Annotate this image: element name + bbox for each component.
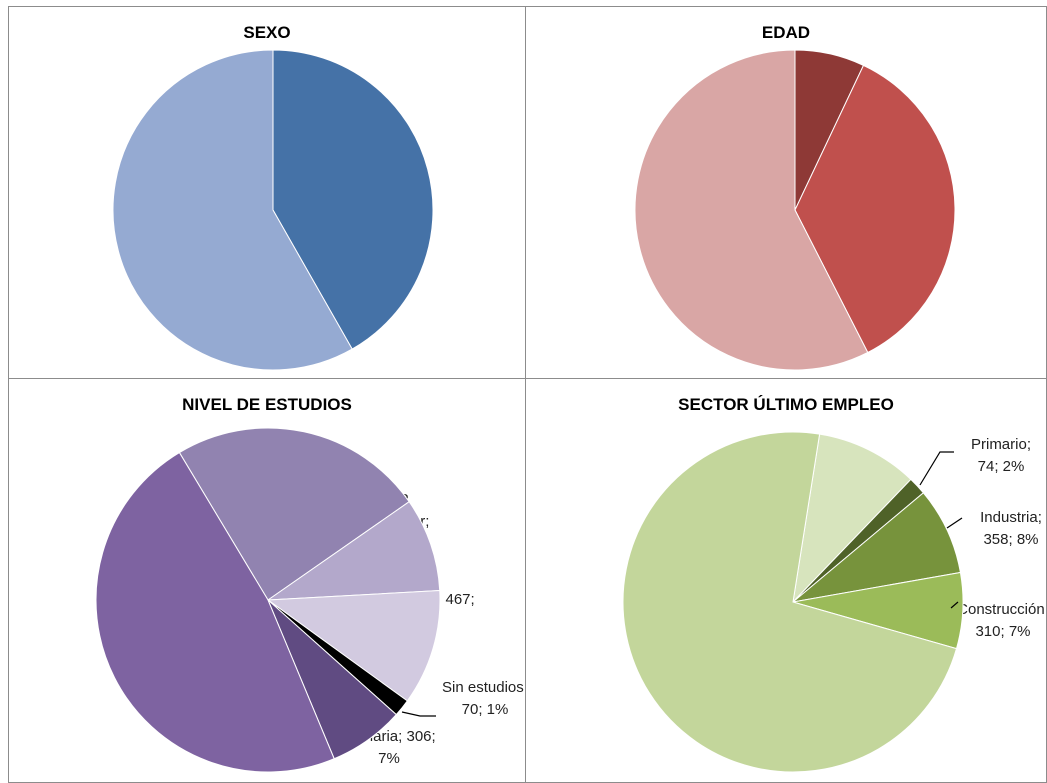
label-separator: ; [1026, 436, 1031, 453]
pie-slice [634, 49, 869, 371]
label-separator: ; [1000, 623, 1005, 640]
label-category: Sin estudios [442, 679, 524, 696]
chart-title: SECTOR ÚLTIMO EMPLEO [678, 395, 894, 414]
leader-line [401, 711, 436, 717]
label-value: 358 [983, 531, 1009, 548]
pie-slice [791, 492, 961, 603]
data-label: Construcción; 310; 7% [955, 599, 1046, 643]
leader-line [950, 601, 959, 609]
label-separator: ; [470, 591, 475, 608]
pie-slice [272, 49, 434, 350]
chart-title: EDAD [761, 23, 811, 42]
label-percent: 2% [1002, 458, 1025, 475]
label-percent: 8% [1016, 531, 1039, 548]
pie-slice [178, 427, 410, 601]
pie-slice [112, 49, 353, 371]
leader-line [946, 517, 963, 529]
data-label: Sin estudios; 70; 1% [437, 677, 525, 721]
label-separator: ; [1008, 531, 1013, 548]
label-percent: 7% [378, 750, 400, 767]
chart-title: NIVEL DE ESTUDIOS [182, 395, 352, 414]
data-label: Primario; 74; 2% [961, 434, 1041, 478]
leader-line [919, 451, 954, 486]
pie-slice [792, 433, 912, 604]
label-category: Primario [970, 436, 1027, 453]
label-separator: ; [398, 728, 403, 745]
data-label: Industria; 358; 8% [966, 507, 1046, 551]
label-separator: ; [1045, 601, 1046, 618]
label-separator: ; [431, 728, 436, 745]
label-value: 74 [977, 458, 995, 475]
label-separator: ; [1037, 509, 1042, 526]
label-category: Construcción [957, 601, 1045, 618]
pie-slice [95, 451, 335, 773]
pie-slice [266, 501, 441, 601]
label-value: 310 [975, 623, 1001, 640]
pie-slice [622, 431, 958, 773]
label-separator: ; [478, 701, 483, 718]
label-separator: ; [425, 513, 430, 530]
label-percent: 1% [486, 701, 509, 718]
label-percent: 7% [1008, 623, 1031, 640]
pie-slice [794, 64, 956, 354]
label-category: Industria [980, 509, 1038, 526]
label-value: 70 [461, 701, 479, 718]
label-separator: ; [994, 458, 999, 475]
label-value: 306 [406, 728, 432, 745]
label-separator: ; [524, 679, 525, 696]
chart-title: SEXO [243, 23, 291, 42]
pie-slice [266, 590, 441, 702]
label-value: 467 [445, 591, 471, 608]
